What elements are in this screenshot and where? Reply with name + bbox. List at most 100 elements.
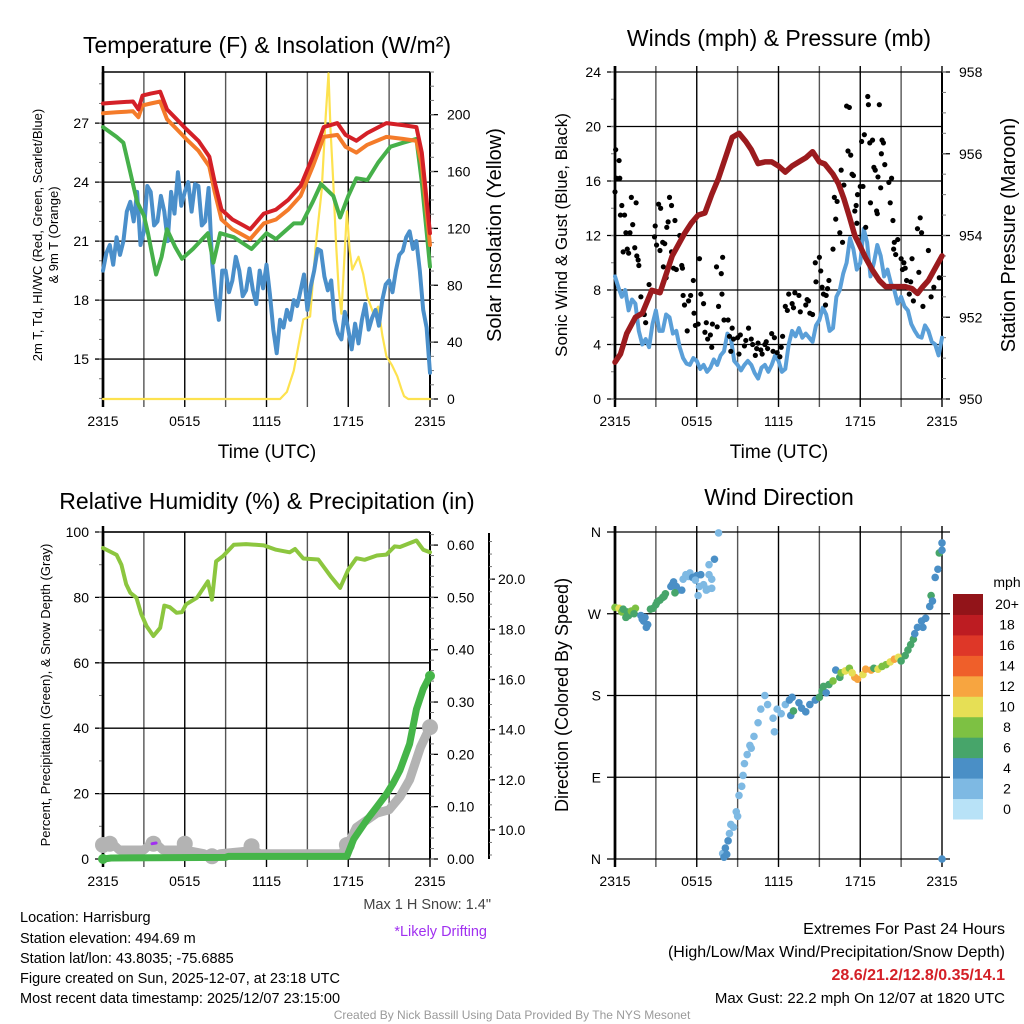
insolation-tick-label: 120 [447, 220, 471, 236]
gust-point [657, 247, 663, 254]
colorbar-label: 0 [1003, 801, 1011, 817]
gust-point [668, 202, 675, 209]
colorbar-title: mph [993, 574, 1020, 590]
station-info: Location: Harrisburg Station elevation: … [20, 897, 491, 1007]
wind-direction-point [671, 589, 679, 597]
x-tick-label: 2315 [599, 873, 630, 889]
gust-point [636, 262, 642, 269]
y-tick-label: E [592, 769, 601, 785]
gust-point [779, 333, 786, 339]
gust-point [890, 217, 896, 224]
extremes-legend: (High/Low/Max Wind/Precipitation/Snow De… [668, 944, 1005, 961]
gust-point [612, 189, 618, 195]
wind-direction-point [660, 592, 668, 601]
max-snow-text: Max 1 H Snow: 1.4" [363, 897, 491, 913]
gust-point [680, 292, 686, 299]
pressure-tick-label: 956 [959, 146, 983, 162]
wind-direction-point [761, 691, 769, 700]
colorbar-label: 14 [999, 658, 1015, 674]
y-tick-label: 15 [73, 351, 89, 367]
temperature-ylabel-line1: 2m T, Td, HI/WC (Red, Green, Scarlet/Blu… [30, 109, 45, 361]
wind-direction-panel: Wind Direction Direction (Colored By Spe… [552, 484, 1021, 889]
gust-point [909, 256, 915, 262]
gust-point [635, 257, 641, 263]
gust-point [917, 215, 923, 221]
gust-point [653, 242, 660, 248]
gust-point [846, 104, 852, 111]
gust-point [703, 320, 709, 326]
pressure-tick-label: 954 [959, 228, 983, 244]
gust-point [743, 337, 749, 344]
gust-point [797, 309, 803, 315]
gust-point [860, 183, 866, 190]
y-tick-label: 24 [585, 64, 601, 80]
insolation-tick-label: 200 [447, 107, 471, 123]
wind-direction-point [848, 668, 856, 677]
wind-direction-point [910, 629, 919, 638]
wind-direction-point [919, 623, 927, 632]
gust-point [880, 140, 887, 146]
gust-point [728, 348, 734, 354]
wind-direction-point [938, 546, 946, 554]
gust-point [707, 332, 713, 338]
gust-point [848, 152, 854, 158]
gust-point [792, 290, 798, 296]
gust-point [630, 222, 636, 228]
y-tick-label: 18 [73, 292, 89, 308]
gust-point [769, 331, 775, 337]
gust-point [660, 264, 666, 270]
x-tick-label: 1715 [333, 413, 364, 429]
snow-depth-tick-label: 20.0 [498, 571, 525, 587]
gust-point [895, 236, 901, 243]
recent-data-text: Most recent data timestamp: 2025/12/07 2… [20, 991, 340, 1007]
gust-point [754, 345, 760, 352]
colorbar-bin [953, 655, 983, 677]
insolation-tick-label: 80 [447, 277, 463, 293]
gust-point [616, 157, 622, 164]
insolation-ylabel: Solar Insolation (Yellow) [484, 128, 506, 342]
snow-depth-tick-label: 18.0 [498, 621, 525, 637]
gust-point [931, 284, 937, 290]
wind-direction-point [710, 555, 719, 564]
gust-point [920, 303, 926, 309]
colorbar-label: 8 [1003, 719, 1011, 735]
gust-point [878, 185, 884, 191]
gust-point [916, 269, 922, 275]
wind-direction-point [707, 584, 716, 593]
gust-point [859, 138, 865, 145]
gust-point [863, 224, 869, 230]
wind-direction-ylabel: Direction (Colored By Speed) [552, 578, 572, 812]
gust-point [812, 260, 818, 266]
gust-point [672, 217, 678, 224]
snow-depth-point [422, 719, 438, 736]
y-tick-label: 20 [585, 119, 601, 135]
wind-direction-point [770, 728, 779, 736]
precipitation-start-point [98, 854, 108, 864]
gust-point [804, 296, 810, 303]
wind-direction-point [750, 732, 758, 741]
wind-direction-point [630, 609, 638, 618]
gust-point [633, 200, 639, 206]
gust-point [736, 351, 742, 357]
wind-direction-point [938, 855, 946, 863]
gust-point [748, 336, 754, 342]
gust-point [830, 246, 836, 252]
wind-direction-point [934, 565, 942, 574]
x-tick-label: 1115 [252, 413, 281, 429]
wind-direction-point [729, 823, 738, 832]
x-tick-label: 1715 [333, 873, 364, 889]
temperature-title: Temperature (F) & Insolation (W/m²) [83, 32, 451, 58]
wind-direction-point [769, 714, 777, 723]
gust-point [786, 291, 792, 297]
gust-point [621, 212, 628, 218]
gust-point [664, 224, 670, 230]
colorbar-bin [953, 798, 983, 820]
gust-point [617, 212, 624, 218]
gust-point [928, 294, 934, 300]
precipitation-tick-label: 0.10 [447, 799, 474, 815]
gust-point [658, 205, 664, 211]
gust-point [831, 194, 837, 200]
wind-direction-point [788, 693, 796, 702]
sonic-wind-line [613, 226, 944, 381]
precipitation-tick-label: 0.00 [447, 851, 474, 867]
